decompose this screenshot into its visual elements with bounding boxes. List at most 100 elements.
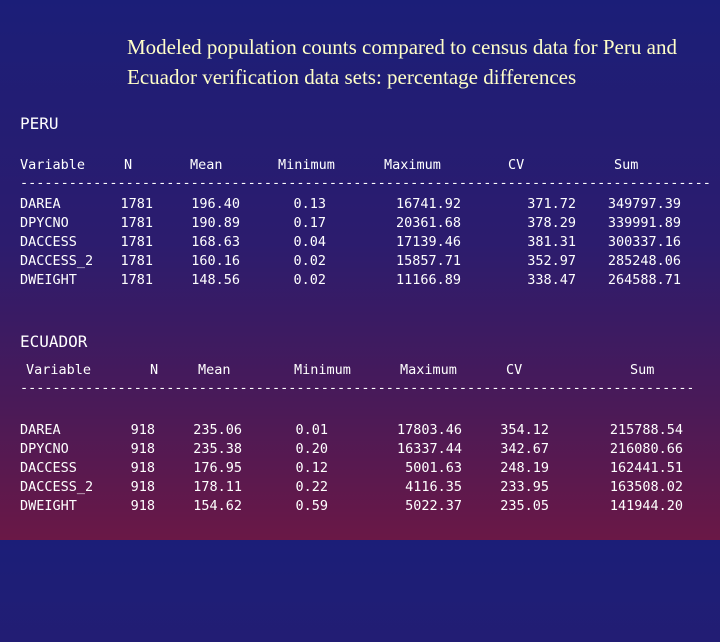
- cell-variable: DACCESS_2: [20, 253, 94, 269]
- peru-header-n: N: [124, 157, 133, 173]
- cell-n: 1781: [120, 272, 153, 288]
- cell-maximum: 17139.46: [395, 234, 461, 250]
- cell-cv: 352.97: [527, 253, 576, 269]
- cell-cv: 233.95: [500, 479, 549, 495]
- cell-mean: 148.56: [191, 272, 240, 288]
- cell-n: 1781: [120, 215, 153, 231]
- cell-mean: 196.40: [191, 196, 240, 212]
- cell-mean: 235.38: [193, 441, 242, 457]
- cell-sum: 300337.16: [607, 234, 681, 250]
- cell-mean: 190.89: [191, 215, 240, 231]
- cell-variable: DACCESS: [20, 234, 77, 250]
- cell-cv: 371.72: [527, 196, 576, 212]
- cell-sum: 264588.71: [607, 272, 681, 288]
- cell-variable: DACCESS: [20, 460, 77, 476]
- cell-variable: DWEIGHT: [20, 498, 77, 514]
- cell-mean: 235.06: [193, 422, 242, 438]
- cell-maximum: 5001.63: [405, 460, 462, 476]
- peru-header-sum: Sum: [614, 157, 639, 173]
- cell-n: 918: [130, 460, 155, 476]
- ecuador-header-cv: CV: [506, 362, 523, 378]
- table-row: DAREA 918 235.06 0.01 17803.46 354.12 21…: [0, 422, 720, 441]
- cell-sum: 162441.51: [609, 460, 683, 476]
- peru-header-variable: Variable: [20, 157, 86, 173]
- table-row: DAREA 1781 196.40 0.13 16741.92 371.72 3…: [0, 196, 720, 215]
- cell-variable: DACCESS_2: [20, 479, 94, 495]
- cell-minimum: 0.20: [295, 441, 328, 457]
- cell-minimum: 0.13: [293, 196, 326, 212]
- ecuador-header-sum: Sum: [630, 362, 655, 378]
- cell-variable: DWEIGHT: [20, 272, 77, 288]
- cell-mean: 160.16: [191, 253, 240, 269]
- peru-header-mean: Mean: [190, 157, 223, 173]
- cell-sum: 285248.06: [607, 253, 681, 269]
- cell-variable: DAREA: [20, 422, 61, 438]
- cell-n: 918: [130, 422, 155, 438]
- peru-header-row: Variable N Mean Minimum Maximum CV Sum: [0, 157, 720, 176]
- cell-cv: 381.31: [527, 234, 576, 250]
- cell-mean: 168.63: [191, 234, 240, 250]
- cell-variable: DPYCNO: [20, 215, 69, 231]
- peru-header-cv: CV: [508, 157, 525, 173]
- cell-maximum: 16337.44: [396, 441, 462, 457]
- cell-minimum: 0.12: [295, 460, 328, 476]
- ecuador-header-mean: Mean: [198, 362, 231, 378]
- table-row: DWEIGHT 1781 148.56 0.02 11166.89 338.47…: [0, 272, 720, 291]
- cell-cv: 235.05: [500, 498, 549, 514]
- table-row: DPYCNO 1781 190.89 0.17 20361.68 378.29 …: [0, 215, 720, 234]
- cell-maximum: 16741.92: [395, 196, 461, 212]
- cell-maximum: 17803.46: [396, 422, 462, 438]
- peru-header-minimum: Minimum: [278, 157, 335, 173]
- cell-n: 1781: [120, 234, 153, 250]
- cell-mean: 154.62: [193, 498, 242, 514]
- ecuador-header-variable: Variable: [26, 362, 92, 378]
- ecuador-header-maximum: Maximum: [400, 362, 457, 378]
- cell-maximum: 5022.37: [405, 498, 462, 514]
- cell-cv: 378.29: [527, 215, 576, 231]
- cell-sum: 349797.39: [607, 196, 681, 212]
- table-row: DACCESS_2 1781 160.16 0.02 15857.71 352.…: [0, 253, 720, 272]
- cell-minimum: 0.22: [295, 479, 328, 495]
- cell-sum: 339991.89: [607, 215, 681, 231]
- peru-divider: ----------------------------------------…: [20, 175, 710, 191]
- table-row: DACCESS 918 176.95 0.12 5001.63 248.19 1…: [0, 460, 720, 479]
- table-row: DWEIGHT 918 154.62 0.59 5022.37 235.05 1…: [0, 498, 720, 517]
- cell-sum: 216080.66: [609, 441, 683, 457]
- cell-mean: 176.95: [193, 460, 242, 476]
- cell-maximum: 15857.71: [395, 253, 461, 269]
- peru-header-maximum: Maximum: [384, 157, 441, 173]
- cell-n: 918: [130, 479, 155, 495]
- table-row: DPYCNO 918 235.38 0.20 16337.44 342.67 2…: [0, 441, 720, 460]
- cell-variable: DPYCNO: [20, 441, 69, 457]
- ecuador-header-minimum: Minimum: [294, 362, 351, 378]
- cell-cv: 354.12: [500, 422, 549, 438]
- peru-section-label: PERU: [20, 114, 59, 133]
- cell-sum: 163508.02: [609, 479, 683, 495]
- cell-cv: 342.67: [500, 441, 549, 457]
- cell-minimum: 0.59: [295, 498, 328, 514]
- ecuador-header-row: Variable N Mean Minimum Maximum CV Sum: [0, 362, 720, 381]
- ecuador-section-label: ECUADOR: [20, 332, 88, 351]
- cell-minimum: 0.01: [295, 422, 328, 438]
- table-row: DACCESS_2 918 178.11 0.22 4116.35 233.95…: [0, 479, 720, 498]
- cell-sum: 141944.20: [609, 498, 683, 514]
- page-title: Modeled population counts compared to ce…: [127, 35, 677, 89]
- cell-mean: 178.11: [193, 479, 242, 495]
- cell-variable: DAREA: [20, 196, 61, 212]
- cell-minimum: 0.17: [293, 215, 326, 231]
- cell-cv: 248.19: [500, 460, 549, 476]
- cell-n: 1781: [120, 253, 153, 269]
- cell-maximum: 20361.68: [395, 215, 461, 231]
- ecuador-divider: ----------------------------------------…: [20, 380, 692, 396]
- table-row: DACCESS 1781 168.63 0.04 17139.46 381.31…: [0, 234, 720, 253]
- cell-maximum: 4116.35: [405, 479, 462, 495]
- cell-n: 918: [130, 498, 155, 514]
- cell-sum: 215788.54: [609, 422, 683, 438]
- cell-minimum: 0.02: [293, 253, 326, 269]
- cell-minimum: 0.04: [293, 234, 326, 250]
- cell-cv: 338.47: [527, 272, 576, 288]
- cell-n: 918: [130, 441, 155, 457]
- cell-n: 1781: [120, 196, 153, 212]
- cell-maximum: 11166.89: [395, 272, 461, 288]
- ecuador-header-n: N: [150, 362, 159, 378]
